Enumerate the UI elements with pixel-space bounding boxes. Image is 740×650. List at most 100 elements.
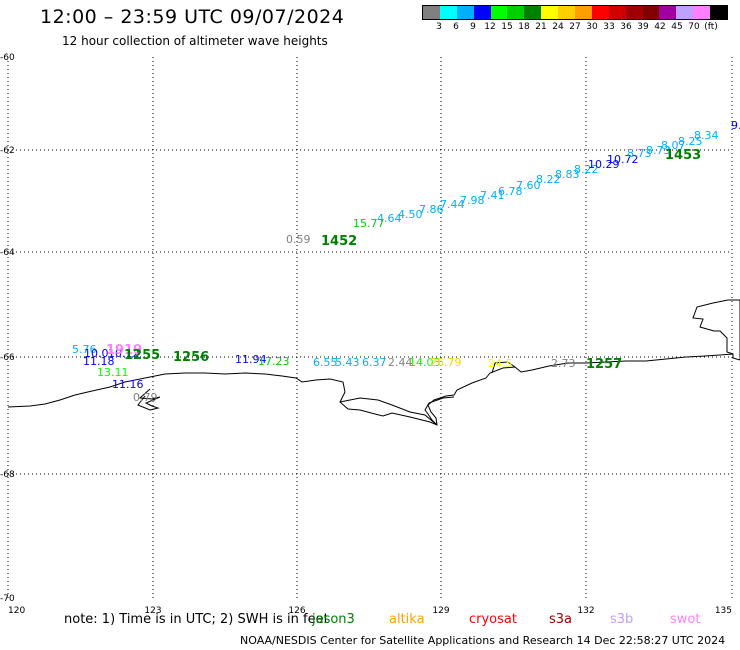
colorbar-label: 45: [671, 22, 683, 32]
wave-height-value: 8.73: [627, 147, 652, 160]
wave-height-value: 11.16: [112, 378, 144, 391]
longitude-tick-label: 120: [8, 606, 25, 616]
page-title: 12:00 – 23:59 UTC 09/07/2024: [40, 6, 345, 28]
wave-height-value: 2.73: [551, 357, 576, 370]
wave-height-value: 8.73: [646, 144, 671, 157]
map-axis-labels: 120 123 126 129 132 135 -60 -62 -64 -66 -68 -70: [0, 53, 732, 616]
colorbar-swatch: [507, 6, 525, 19]
satellite-legend-entry: swot: [670, 612, 701, 627]
colorbar-swatch: [541, 6, 559, 19]
latitude-tick-label: -60: [0, 53, 15, 63]
coastline-bay: [491, 361, 516, 374]
wave-height-value: 5.43: [335, 356, 360, 369]
colorbar-swatch: [456, 6, 474, 19]
wave-height-value: 7.41: [480, 189, 505, 202]
pass-time-label: 1257: [586, 357, 622, 372]
latitude-tick-label: -70: [0, 594, 15, 604]
latitude-tick-label: -66: [0, 353, 15, 363]
coastline-east: [692, 299, 740, 360]
wave-height-value: 10.29: [588, 158, 620, 171]
satellite-legend-entry: s3b: [610, 612, 634, 627]
longitude-tick-label: 132: [577, 606, 594, 616]
wave-height-value: 11.18: [83, 355, 115, 368]
colorbar-swatch: [575, 6, 592, 19]
wave-height-value: 7.86: [419, 203, 444, 216]
colorbar-swatch: [693, 6, 711, 19]
wave-height-value: 17.23: [258, 355, 290, 368]
wave-height-value: 8.34: [694, 129, 719, 142]
wave-height-value: 10.72: [607, 153, 639, 166]
wave-height-value: 5.76: [72, 343, 97, 356]
wave-height-value: 4.50: [398, 208, 423, 221]
wave-height-value: 6.55: [313, 356, 338, 369]
latitude-tick-label: -62: [0, 146, 15, 156]
wave-height-value: 8.07: [661, 139, 686, 152]
wave-height-value: 11.94: [235, 353, 267, 366]
wave-height-value: 10.0: [84, 347, 109, 360]
satellite-legend-entry: jason3: [312, 612, 355, 627]
colorbar-swatch: [591, 6, 609, 19]
colorbar-label: 24: [552, 22, 564, 32]
wave-height-value: 0.59: [286, 233, 311, 246]
colorbar-label: 70: [688, 22, 700, 32]
colorbar-swatch: [608, 6, 626, 19]
longitude-tick-label: 126: [288, 606, 305, 616]
wave-height-value: 2.44: [388, 356, 413, 369]
wave-height-value: 26.79: [430, 356, 462, 369]
observation-labels: 0.59 15.774.644.507.867.447.987.416.787.6…: [72, 119, 740, 404]
colorbar-label: 6: [453, 22, 459, 32]
colorbar-swatch: [625, 6, 643, 19]
footer-credit: NOAA/NESDIS Center for Satellite Applica…: [240, 634, 726, 647]
wave-height-value: 6.78: [498, 185, 523, 198]
colorbar-swatch: [524, 6, 542, 19]
colorbar-label: 3: [436, 22, 442, 32]
wave-height-value: 14.03: [409, 356, 441, 369]
colorbar-swatch: [642, 6, 660, 19]
colorbar-swatch: [473, 6, 491, 19]
colorbar-swatch: [490, 6, 508, 19]
pass-time-label: 1256: [173, 350, 209, 365]
satellite-legend-entry: s3a: [549, 612, 573, 627]
wave-height-value: 7.44: [440, 198, 465, 211]
coastline: [7, 353, 740, 426]
colorbar-label: 27: [569, 22, 581, 32]
wave-height-value: 9.: [731, 119, 740, 132]
pass-time-label: 1255: [124, 348, 160, 363]
colorbar-label: (ft): [704, 22, 718, 32]
satellite-legend-entry: altika: [389, 612, 425, 627]
wave-height-value: 15.77: [353, 217, 385, 230]
wave-height-value: 7.60: [516, 179, 541, 192]
colorbar-swatch: [439, 6, 457, 19]
map-gridlines: [7, 57, 733, 598]
coastline-peninsula: [137, 388, 161, 411]
colorbar-label: 39: [637, 22, 649, 32]
colorbar-label: 30: [586, 22, 598, 32]
colorbar-label: 42: [654, 22, 666, 32]
pass-time-label: 1919: [106, 343, 142, 358]
wave-height-value: 24.5: [488, 357, 513, 370]
page-subtitle: 12 hour collection of altimeter wave hei…: [62, 34, 328, 48]
wave-height-value: 0.79: [133, 391, 158, 404]
latitude-tick-label: -64: [0, 248, 15, 258]
wave-height-value: 8.22: [536, 173, 561, 186]
longitude-tick-label: 123: [144, 606, 161, 616]
wave-height-value: 8.22: [574, 163, 599, 176]
colorbar-label: 15: [501, 22, 513, 32]
wave-height-value: 10.12: [108, 347, 140, 360]
colorbar-swatch: [710, 6, 728, 19]
colorbar-label: 36: [620, 22, 632, 32]
colorbar-swatch: [423, 6, 440, 19]
wave-height-value: 13.11: [97, 366, 129, 379]
wave-height-value: 8.25: [678, 135, 703, 148]
wave-height-value: 7.98: [460, 194, 485, 207]
pass-time-label: 1453: [665, 148, 701, 163]
wave-height-colorbar: 3 6 9 12 15 18 21 24 27 30 33 36 39 42 45 70 (ft): [422, 5, 728, 33]
colorbar-swatches: [422, 5, 728, 20]
colorbar-label: 9: [470, 22, 476, 32]
colorbar-swatch: [659, 6, 677, 19]
colorbar-swatch: [558, 6, 576, 19]
latitude-tick-label: -68: [0, 470, 15, 480]
